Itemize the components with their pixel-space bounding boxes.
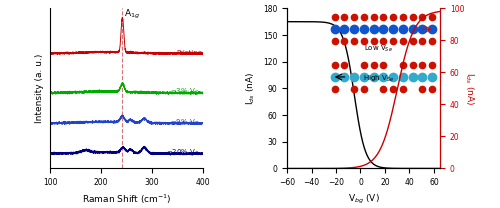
Text: A$_{1g}$: A$_{1g}$ xyxy=(124,7,140,21)
Y-axis label: I$_{ds}$ (nA): I$_{ds}$ (nA) xyxy=(463,72,475,105)
Y-axis label: Intensity (a. u.): Intensity (a. u.) xyxy=(36,54,44,123)
Text: ~3% V$_{Se}$: ~3% V$_{Se}$ xyxy=(170,87,202,97)
Text: ~20% V$_{Se}$: ~20% V$_{Se}$ xyxy=(166,148,202,158)
Text: ~9% V$_{Se}$: ~9% V$_{Se}$ xyxy=(170,117,202,128)
Text: Pristine: Pristine xyxy=(176,50,202,56)
Y-axis label: I$_{ds}$ (nA): I$_{ds}$ (nA) xyxy=(245,72,258,105)
X-axis label: V$_{bg}$ (V): V$_{bg}$ (V) xyxy=(348,193,380,206)
X-axis label: Raman Shift (cm$^{-1}$): Raman Shift (cm$^{-1}$) xyxy=(82,193,172,206)
